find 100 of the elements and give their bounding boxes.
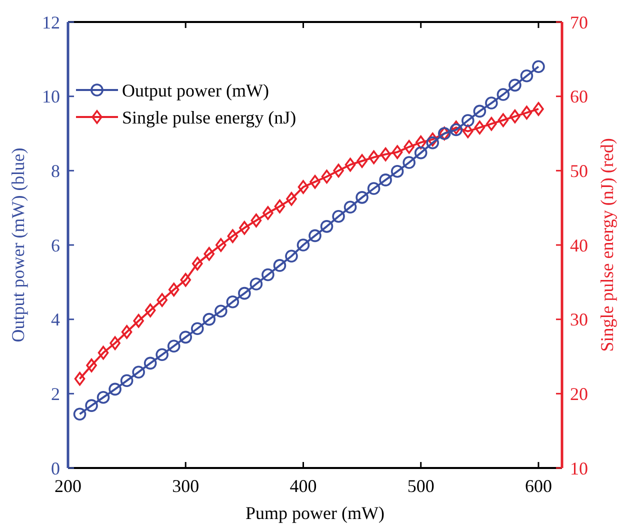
- point: [533, 102, 544, 116]
- point: [226, 295, 240, 308]
- legend-label: Single pulse energy (nJ): [122, 107, 296, 128]
- y-tick-label: 6: [51, 235, 60, 256]
- point: [250, 214, 262, 228]
- point: [96, 390, 110, 404]
- point: [402, 156, 416, 169]
- point: [286, 192, 297, 206]
- y2-tick-label: 20: [570, 384, 588, 404]
- point: [204, 247, 215, 261]
- x-axis-title: Pump power (mW): [246, 503, 384, 523]
- y-tick-label: 2: [51, 384, 60, 404]
- point: [356, 154, 368, 168]
- x-tick-label: 500: [407, 476, 434, 496]
- point: [486, 116, 497, 131]
- x-tick-label: 200: [54, 476, 82, 496]
- point: [520, 69, 534, 82]
- y-tick-label: 10: [42, 86, 60, 107]
- point: [179, 330, 192, 344]
- point: [108, 382, 122, 396]
- point: [310, 174, 320, 189]
- point: [274, 199, 286, 214]
- point: [156, 293, 168, 307]
- point: [86, 358, 97, 372]
- y-tick-label: 0: [51, 458, 60, 478]
- point: [168, 282, 180, 296]
- point: [462, 114, 474, 127]
- point: [308, 229, 322, 242]
- x-tick-label: 600: [524, 476, 552, 496]
- point: [296, 238, 310, 252]
- point: [121, 325, 132, 339]
- point: [144, 356, 157, 370]
- y2-tick-label: 30: [570, 310, 588, 330]
- y-tick-label: 4: [51, 310, 60, 330]
- point: [508, 78, 522, 92]
- point: [367, 182, 380, 195]
- y2-tick-label: 70: [570, 12, 588, 32]
- point: [532, 60, 545, 73]
- point: [332, 210, 345, 223]
- point: [144, 304, 156, 318]
- point: [192, 256, 203, 270]
- point: [427, 132, 438, 146]
- point: [390, 165, 404, 178]
- y2-axis-title: Single pulse energy (nJ) (red): [597, 138, 617, 352]
- point: [414, 146, 428, 160]
- point: [333, 164, 344, 178]
- point: [426, 136, 440, 150]
- y2-tick-label: 50: [570, 160, 588, 181]
- point: [473, 104, 486, 118]
- point: [450, 123, 463, 136]
- x-tick-label: 400: [290, 476, 317, 496]
- point: [156, 348, 168, 362]
- point: [132, 366, 145, 379]
- point: [356, 191, 368, 204]
- point: [120, 374, 134, 388]
- y-axis-title: Output power (mW) (blue): [8, 148, 28, 342]
- y-tick-label: 12: [42, 12, 60, 32]
- point: [110, 336, 120, 350]
- point: [214, 304, 228, 318]
- point: [344, 200, 357, 214]
- point: [496, 88, 510, 101]
- point: [485, 96, 498, 110]
- point: [262, 268, 274, 282]
- point: [285, 250, 298, 263]
- y-tick-label: 8: [51, 160, 60, 181]
- point: [379, 174, 392, 186]
- point: [273, 259, 286, 272]
- point: [521, 106, 532, 120]
- point: [321, 170, 332, 184]
- point: [320, 220, 334, 233]
- point: [344, 158, 356, 172]
- point: [190, 322, 204, 336]
- point: [73, 408, 86, 421]
- point: [180, 273, 192, 287]
- point: [74, 372, 86, 386]
- point: [133, 314, 144, 328]
- y2-tick-label: 10: [570, 458, 588, 478]
- point: [450, 120, 462, 134]
- point: [238, 286, 251, 300]
- point: [227, 229, 238, 243]
- legend-label: Output power (mW): [122, 80, 269, 100]
- point: [368, 150, 380, 164]
- point: [202, 312, 216, 326]
- point: [380, 147, 391, 162]
- y2-tick-label: 40: [570, 235, 588, 256]
- point: [404, 140, 414, 154]
- point: [298, 180, 309, 194]
- point: [462, 124, 474, 138]
- point: [250, 278, 263, 290]
- point: [85, 399, 98, 412]
- point: [167, 340, 180, 352]
- point: [474, 120, 486, 134]
- point: [498, 113, 509, 128]
- y2-tick-label: 60: [570, 86, 588, 107]
- point: [392, 145, 403, 159]
- point: [415, 136, 426, 150]
- point: [98, 346, 109, 360]
- x-tick-label: 300: [172, 476, 200, 496]
- point: [216, 238, 226, 252]
- point: [262, 206, 274, 220]
